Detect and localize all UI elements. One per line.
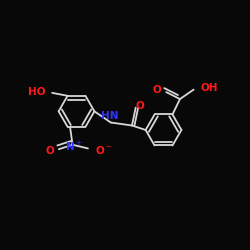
Text: O: O	[136, 101, 144, 111]
Text: N$^+$: N$^+$	[65, 140, 82, 152]
Text: O$^-$: O$^-$	[95, 144, 112, 156]
Text: O: O	[46, 146, 54, 156]
Text: HN: HN	[101, 111, 118, 121]
Text: OH: OH	[200, 83, 218, 93]
Text: HO: HO	[28, 86, 45, 97]
Text: O: O	[152, 85, 161, 95]
